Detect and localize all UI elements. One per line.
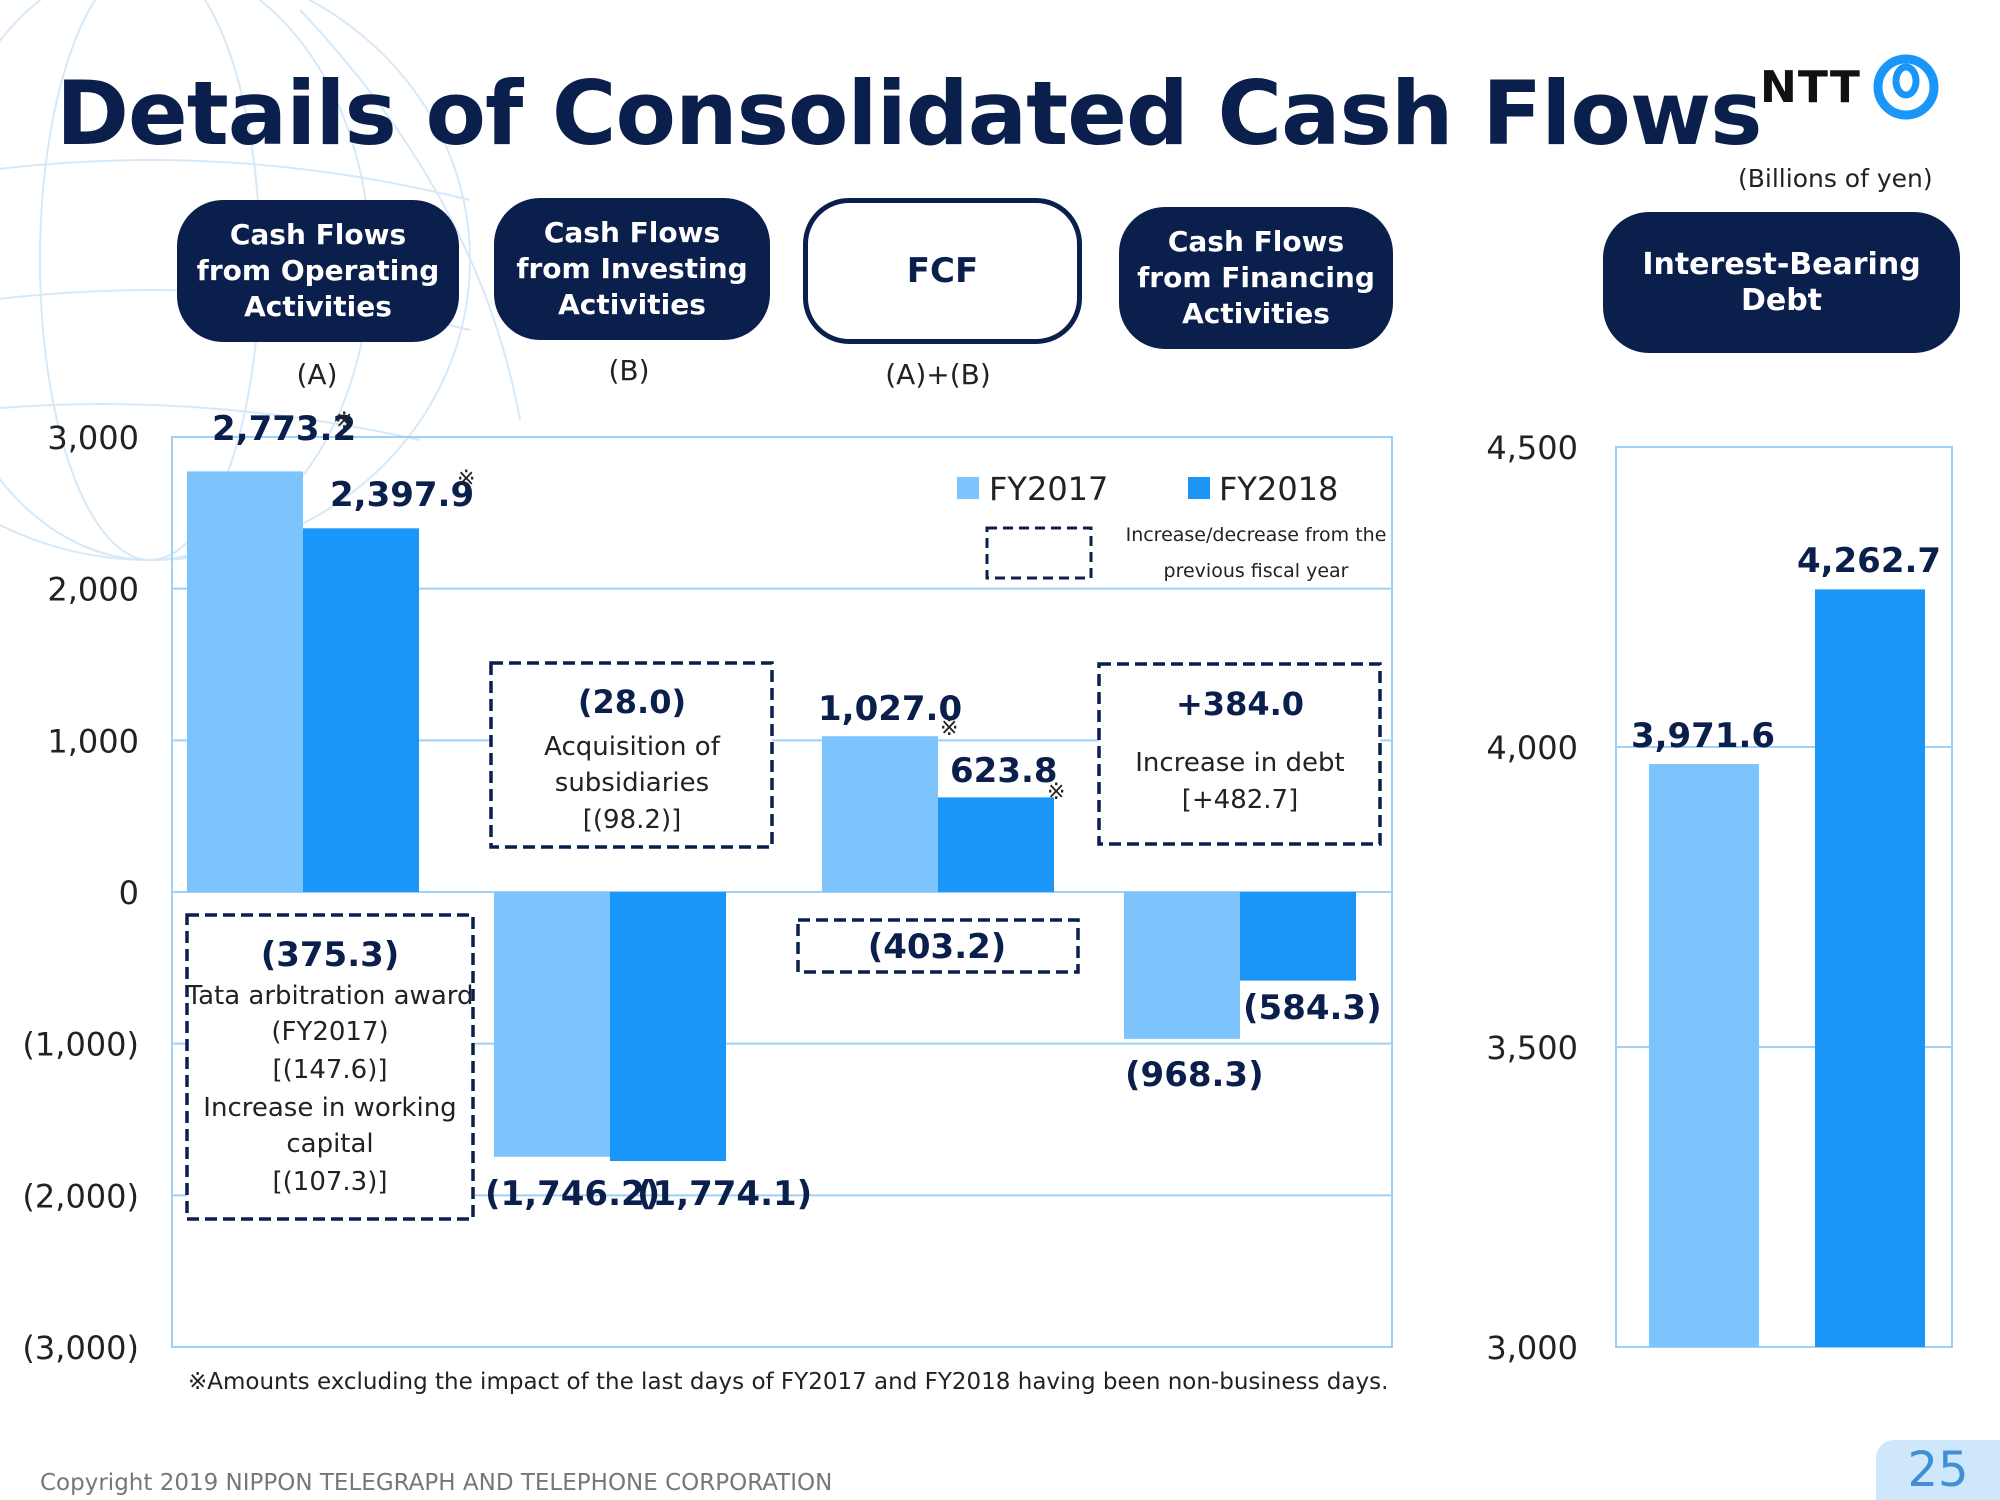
value-label-fy2018-3: (584.3) (1243, 988, 1382, 1028)
debt-y-tick-label: 3,500 (1486, 1029, 1578, 1067)
annotation-text: capital (286, 1129, 373, 1159)
debt-bar-fy2017 (1649, 764, 1759, 1347)
footnote: ※Amounts excluding the impact of the las… (188, 1369, 1389, 1395)
value-label-fy2017-3: (968.3) (1125, 1055, 1264, 1095)
page-title: Details of Consolidated Cash Flows (56, 62, 1763, 165)
annotation-text: Tata arbitration award (185, 981, 473, 1011)
bar-fy2018-1 (610, 892, 726, 1162)
legend-fy2017-swatch (957, 477, 979, 499)
bar-fy2018-0 (303, 528, 419, 892)
copyright: Copyright 2019 NIPPON TELEGRAPH AND TELE… (40, 1470, 833, 1496)
bar-fy2017-2 (822, 736, 938, 892)
header-fcf: FCF (803, 198, 1082, 344)
debt-value-label-fy2017: 3,971.6 (1631, 716, 1775, 756)
header-operating-cash-flows: Cash Flows from Operating Activities (177, 200, 459, 342)
annotation-text: Acquisition of (544, 732, 721, 762)
annotation-text: [(98.2)] (583, 805, 681, 835)
legend-dashed-note: Increase/decrease from the (1126, 524, 1387, 546)
legend-fy2017-label: FY2017 (989, 470, 1108, 508)
ntt-logo-icon (1873, 54, 1939, 120)
debt-y-tick-label: 4,500 (1486, 429, 1578, 467)
value-label-fy2017-0: 2,773.2 (212, 409, 356, 449)
y-tick-label: 2,000 (47, 571, 139, 609)
header-investing-sub: (B) (608, 354, 650, 387)
annotation-box-3 (1097, 662, 1382, 846)
header-financing-cash-flows: Cash Flows from Financing Activities (1119, 207, 1393, 349)
annotation-text: (375.3) (261, 935, 400, 975)
value-label-fy2018-2: 623.8 (950, 751, 1058, 791)
bar-fy2018-2 (938, 797, 1054, 892)
asterisk-mark: ※ (940, 716, 958, 741)
value-label-fy2017-2: 1,027.0 (818, 689, 962, 729)
annotation-box-0 (185, 913, 475, 1221)
page-number: 25 (1876, 1440, 2000, 1500)
annotation-text: (FY2017) (271, 1017, 388, 1047)
annotation-text: +384.0 (1176, 685, 1304, 723)
y-tick-label: (3,000) (22, 1329, 139, 1367)
bar-fy2017-1 (494, 892, 610, 1157)
bar-fy2018-3 (1240, 892, 1356, 981)
bar-fy2017-3 (1124, 892, 1240, 1039)
debt-value-label-fy2018: 4,262.7 (1797, 541, 1941, 581)
debt-y-tick-label: 3,000 (1486, 1329, 1578, 1367)
bar-fy2017-0 (187, 471, 303, 892)
legend-dashed-note: previous fiscal year (1164, 560, 1349, 582)
header-operating-sub: (A) (296, 358, 338, 391)
unit-label: (Billions of yen) (1738, 164, 1933, 193)
legend-dashed-box (985, 526, 1093, 580)
asterisk-mark: ※ (457, 467, 475, 492)
y-tick-label: 3,000 (47, 419, 139, 457)
annotation-text: Increase in working (203, 1093, 456, 1123)
value-label-fy2018-0: 2,397.9 (330, 475, 474, 515)
annotation-text: subsidiaries (555, 768, 709, 798)
header-fcf-sub: (A)+(B) (885, 358, 991, 391)
logo-text: NTT (1760, 61, 1861, 113)
asterisk-mark: ※ (335, 409, 353, 434)
annotation-box-2 (796, 918, 1080, 974)
header-investing-cash-flows: Cash Flows from Investing Activities (494, 198, 770, 340)
legend-fy2018-swatch (1188, 477, 1210, 499)
y-tick-label: (1,000) (22, 1026, 139, 1064)
value-label-fy2017-1: (1,746.2) (485, 1174, 660, 1214)
annotation-text: [+482.7] (1182, 785, 1299, 815)
annotation-text: [(147.6)] (272, 1055, 387, 1085)
annotation-text: Increase in debt (1135, 748, 1344, 778)
asterisk-mark: ※ (1047, 780, 1065, 805)
y-tick-label: (2,000) (22, 1177, 139, 1215)
value-label-fy2018-1: (1,774.1) (637, 1174, 812, 1214)
annotation-box-1 (489, 661, 774, 849)
annotation-text: (403.2) (868, 927, 1007, 967)
debt-y-tick-label: 4,000 (1486, 729, 1578, 767)
ntt-logo: NTT (1760, 54, 1939, 120)
annotation-text: [(107.3)] (272, 1167, 387, 1197)
annotation-text: (28.0) (578, 683, 686, 721)
y-tick-label: 1,000 (47, 722, 139, 760)
legend-fy2018-label: FY2018 (1219, 470, 1338, 508)
y-tick-label: 0 (119, 874, 139, 912)
debt-bar-fy2018 (1815, 589, 1925, 1347)
header-interest-bearing-debt: Interest-Bearing Debt (1603, 212, 1960, 353)
